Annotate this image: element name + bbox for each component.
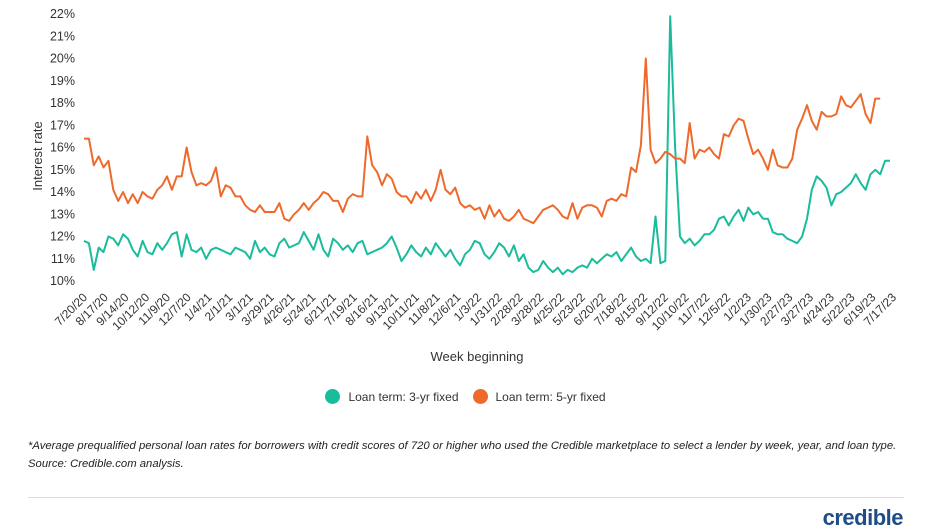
y-tick-label: 20% — [50, 52, 75, 66]
y-tick-label: 15% — [50, 163, 75, 177]
series-lines — [83, 15, 890, 276]
legend-item-3yr[interactable]: Loan term: 3-yr fixed — [325, 389, 459, 404]
y-tick-label: 17% — [50, 118, 75, 132]
footnote: *Average prequalified personal loan rate… — [28, 440, 897, 470]
legend-item-5yr[interactable]: Loan term: 5-yr fixed — [472, 389, 606, 404]
credible-logo[interactable]: credible — [822, 505, 904, 530]
x-axis-ticks: 7/20/208/17/209/14/2010/12/2011/9/2012/7… — [52, 290, 899, 333]
y-tick-label: 11% — [51, 252, 75, 266]
legend-swatch-3yr — [325, 389, 341, 404]
legend: Loan term: 3-yr fixed Loan term: 5-yr fi… — [0, 389, 931, 404]
chart: 10%11%12%13%14%15%16%17%18%19%20%21%22% … — [30, 7, 899, 364]
y-axis-ticks: 10% 11% 12% 13% 14% 15% 16% 17% 18% 19% 20% 21% 22% — [50, 7, 75, 288]
y-tick-label: 14% — [50, 185, 75, 199]
series-line-5yr[interactable] — [84, 57, 881, 225]
series-line-3yr[interactable] — [83, 15, 890, 276]
legend-label-3yr: Loan term: 3-yr fixed — [348, 389, 459, 404]
legend-swatch-5yr — [472, 389, 488, 404]
x-axis-title: Week beginning — [431, 349, 524, 364]
y-tick-label: 21% — [50, 29, 75, 43]
y-axis-title: Interest rate — [30, 121, 45, 190]
y-tick-label: 13% — [50, 207, 75, 221]
y-tick-label: 12% — [50, 230, 75, 244]
divider — [28, 497, 904, 498]
legend-label-5yr: Loan term: 5-yr fixed — [495, 389, 606, 404]
y-tick-label: 22% — [50, 7, 75, 21]
y-tick-label: 18% — [50, 96, 75, 110]
y-tick-label: 10% — [50, 274, 75, 288]
y-tick-label: 16% — [50, 141, 75, 155]
y-tick-label: 19% — [50, 74, 75, 88]
